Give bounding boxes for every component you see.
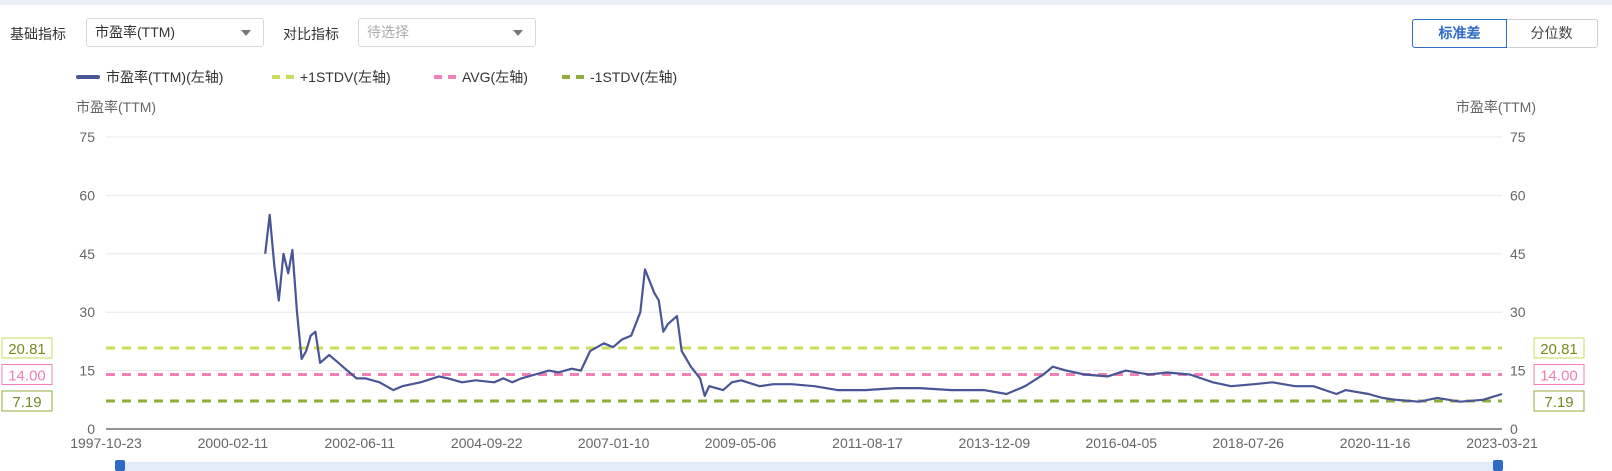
reference-label-box (1, 363, 53, 385)
legend-dash-icon (562, 75, 584, 79)
base-indicator-select[interactable]: 市盈率(TTM) (86, 18, 264, 47)
reference-label: 20.81 (8, 341, 46, 358)
x-tick-label: 2011-08-17 (832, 435, 903, 451)
chevron-down-icon (513, 30, 523, 36)
x-tick-label: 2007-01-10 (578, 435, 650, 451)
legend-item-avg[interactable]: AVG(左轴) (434, 68, 528, 86)
legend-label: +1STDV(左轴) (300, 69, 391, 85)
reference-label: 14.00 (8, 367, 46, 384)
reference-label: 7.19 (12, 394, 41, 411)
y-tick-label-right: 75 (1510, 129, 1526, 145)
chevron-down-icon (241, 30, 251, 36)
reference-label: 20.81 (1540, 341, 1578, 358)
legend-item-plus1stdv[interactable]: +1STDV(左轴) (272, 68, 391, 86)
y-tick-label-left: 0 (87, 421, 95, 437)
x-tick-label: 1997-10-23 (70, 435, 142, 451)
x-tick-label: 2000-02-11 (198, 435, 269, 451)
reference-label: 14.00 (1540, 367, 1578, 384)
reference-label-box (1533, 390, 1585, 412)
x-tick-label: 2004-09-22 (451, 435, 523, 451)
y-tick-label-left: 60 (79, 187, 95, 203)
y-tick-label-left: 45 (79, 246, 95, 262)
base-indicator-label: 基础指标 (10, 26, 66, 42)
percentile-mode-button[interactable]: 分位数 (1506, 19, 1598, 48)
zoom-slider-handle[interactable] (115, 460, 125, 471)
legend-label: -1STDV(左轴) (590, 69, 678, 85)
x-tick-label: 2023-03-21 (1466, 435, 1538, 451)
y-tick-label-left: 30 (79, 304, 95, 320)
compare-indicator-placeholder: 待选择 (367, 24, 409, 40)
x-tick-label: 2013-12-09 (959, 435, 1031, 451)
compare-indicator-label: 对比指标 (283, 26, 339, 42)
reference-label-box (1533, 363, 1585, 385)
x-tick-label: 2018-07-26 (1212, 435, 1284, 451)
zoom-slider-track (120, 462, 1502, 471)
reference-label-box (1, 390, 53, 412)
zoom-slider-handle[interactable] (1493, 460, 1503, 471)
x-tick-label: 2020-11-16 (1340, 435, 1411, 451)
base-indicator-value: 市盈率(TTM) (95, 24, 176, 40)
legend-line-icon (76, 75, 100, 79)
x-tick-label: 2002-06-11 (325, 435, 396, 451)
legend-item-pe[interactable]: 市盈率(TTM)(左轴) (76, 68, 223, 86)
left-axis-name: 市盈率(TTM) (76, 99, 157, 115)
x-tick-label: 2009-05-06 (705, 435, 777, 451)
y-tick-label-left: 15 (79, 363, 95, 379)
reference-label-box (1, 337, 53, 359)
y-tick-label-right: 60 (1510, 187, 1526, 203)
compare-indicator-select[interactable]: 待选择 (358, 18, 536, 47)
top-band (0, 0, 1612, 5)
y-tick-label-right: 45 (1510, 246, 1526, 262)
y-tick-label-left: 75 (79, 129, 95, 145)
stdev-mode-button[interactable]: 标准差 (1412, 19, 1507, 48)
series-line-pe (264, 213, 1503, 403)
legend-dash-icon (434, 75, 456, 79)
reference-label-box (1533, 337, 1585, 359)
legend-item-minus1stdv[interactable]: -1STDV(左轴) (562, 68, 677, 86)
y-tick-label-right: 0 (1510, 421, 1518, 437)
reference-label: 7.19 (1544, 394, 1573, 411)
y-tick-label-right: 30 (1510, 304, 1526, 320)
legend-label: 市盈率(TTM)(左轴) (106, 69, 224, 85)
right-axis-name: 市盈率(TTM) (1455, 99, 1536, 115)
legend-dash-icon (272, 75, 294, 79)
x-tick-label: 2016-04-05 (1085, 435, 1157, 451)
legend-label: AVG(左轴) (462, 69, 528, 85)
y-tick-label-right: 15 (1510, 363, 1526, 379)
